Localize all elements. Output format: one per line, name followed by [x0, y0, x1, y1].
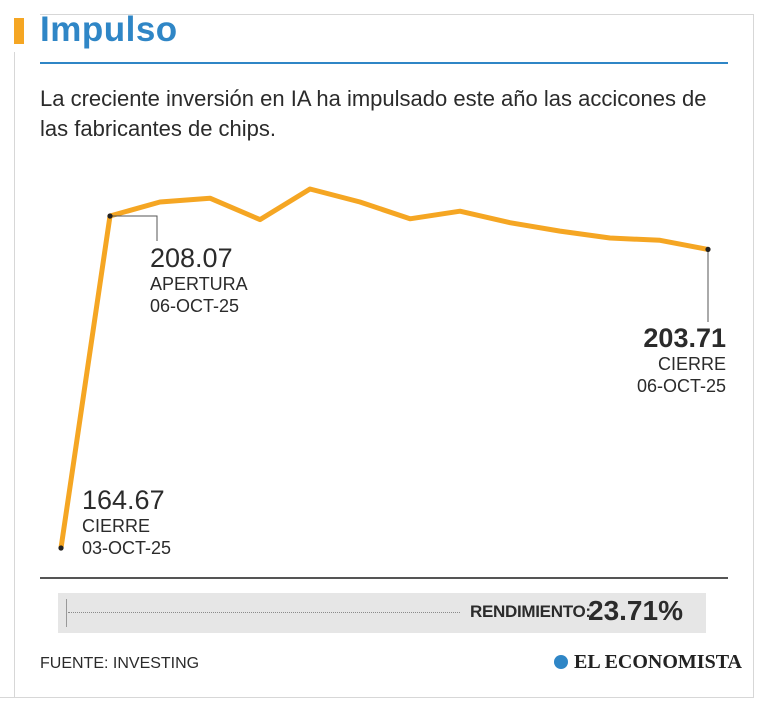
opening-value: 208.07 [150, 243, 233, 273]
title-divider [40, 62, 728, 64]
annotation-close: 203.71 CIERRE 06-OCT-25 [600, 323, 726, 397]
frame-right-border [753, 14, 754, 698]
performance-label: RENDIMIENTO: [470, 602, 591, 621]
close-value: 203.71 [643, 323, 726, 353]
chart-subtitle: La creciente inversión en IA ha impulsad… [40, 86, 707, 141]
point-opening [107, 213, 113, 219]
opening-date: 06-OCT-25 [150, 296, 240, 316]
prev-close-date: 03-OCT-25 [82, 538, 172, 558]
performance-bar: RENDIMIENTO: 23.71% [58, 593, 706, 633]
annotation-leaders [110, 215, 709, 322]
performance-value: 23.71% [588, 595, 683, 626]
data-points [58, 213, 711, 551]
title-accent-bar [14, 18, 24, 44]
prev-close-value: 164.67 [82, 485, 165, 515]
source-note: FUENTE: INVESTING [40, 655, 200, 672]
performance-tick [66, 599, 67, 627]
performance-dotted-line [68, 612, 460, 613]
prev-close-label: CIERRE [82, 516, 151, 536]
chart-title: Impulso [40, 10, 178, 49]
brand-icon [554, 655, 568, 669]
opening-label: APERTURA [150, 274, 248, 294]
frame-top-border [40, 14, 754, 15]
close-label: CIERRE [657, 354, 726, 374]
frame-left-border [14, 52, 15, 698]
annotation-prev-close: 164.67 CIERRE 03-OCT-25 [82, 485, 171, 559]
point-prev-close [58, 545, 64, 551]
chart-baseline [40, 577, 728, 579]
point-close [705, 246, 711, 252]
annotation-opening: 208.07 APERTURA 06-OCT-25 [150, 243, 248, 317]
brand-logo: EL ECONOMISTA [554, 651, 742, 674]
leader-opening [110, 215, 158, 241]
brand-name: EL ECONOMISTA [574, 651, 742, 673]
frame-bottom-border [0, 697, 754, 698]
close-date: 06-OCT-25 [636, 376, 726, 396]
price-line [58, 186, 711, 551]
